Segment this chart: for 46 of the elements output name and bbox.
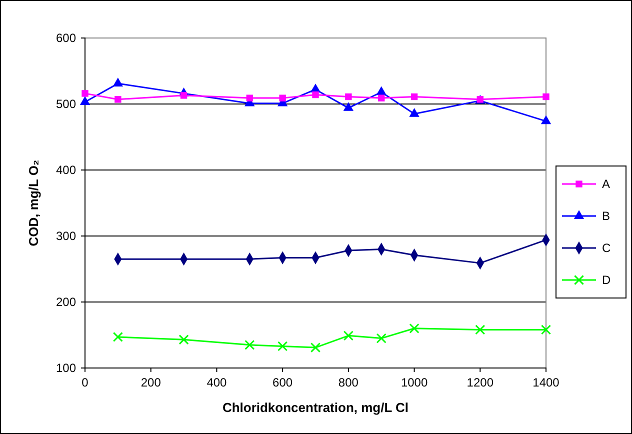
- point: [114, 96, 122, 103]
- legend-label: D: [602, 273, 611, 287]
- x-tick-label: 1000: [400, 376, 428, 390]
- y-tick-label: 300: [56, 228, 76, 243]
- x-tick-label: 1200: [466, 376, 494, 390]
- x-tick-label: 1400: [532, 376, 560, 390]
- point: [246, 94, 253, 102]
- point: [244, 340, 255, 350]
- x-tick-label: 400: [206, 376, 228, 390]
- legend-label: B: [602, 209, 610, 223]
- point: [112, 332, 123, 342]
- point: [343, 330, 354, 341]
- point: [475, 324, 486, 335]
- point: [180, 92, 188, 99]
- point: [82, 90, 88, 97]
- y-tick-label: 400: [56, 162, 76, 177]
- point: [410, 93, 418, 100]
- point: [540, 115, 552, 124]
- point: [279, 94, 286, 102]
- point: [540, 324, 552, 335]
- point: [409, 108, 420, 117]
- point: [378, 94, 385, 102]
- y-tick-label: 600: [56, 30, 76, 45]
- x-axis-title: Chloridkoncentration, mg/L Cl: [222, 400, 409, 415]
- x-tick-label: 600: [272, 376, 293, 390]
- point: [278, 341, 288, 352]
- point: [310, 342, 321, 353]
- y-axis-title: COD, mg/L O₂: [26, 160, 41, 246]
- x-tick-label: 800: [338, 376, 359, 390]
- point: [343, 102, 354, 111]
- point: [178, 334, 189, 345]
- point: [345, 93, 352, 100]
- x-tick-label: 200: [140, 376, 162, 390]
- point: [312, 91, 319, 98]
- legend-label: A: [602, 177, 610, 191]
- y-tick-label: 500: [56, 96, 76, 111]
- point: [376, 333, 386, 344]
- point: [112, 78, 124, 86]
- legend-label: C: [602, 241, 611, 255]
- point: [376, 86, 386, 96]
- y-tick-label: 100: [56, 360, 76, 375]
- x-tick-label: 0: [82, 376, 89, 390]
- point: [409, 323, 420, 334]
- point: [80, 96, 90, 105]
- y-tick-label: 200: [56, 294, 76, 309]
- point: [542, 93, 550, 100]
